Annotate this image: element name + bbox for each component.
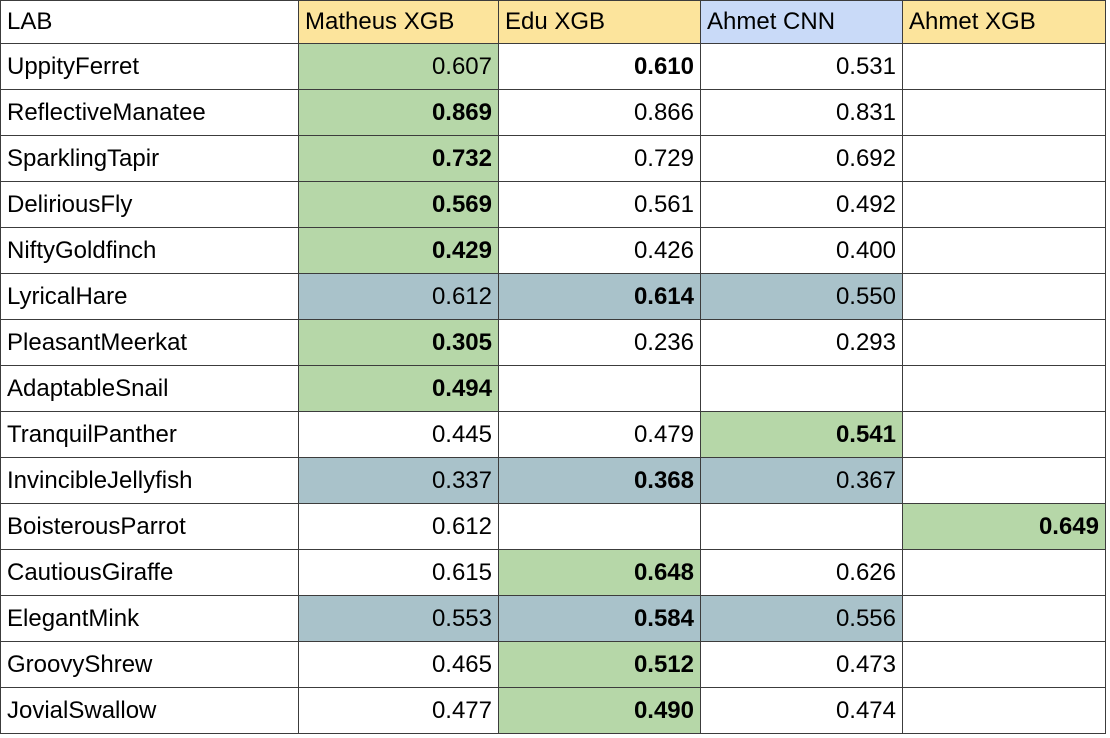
empty-cell — [498, 503, 701, 550]
data-row: DeliriousFly 0.569 0.561 0.492 — [0, 181, 1106, 228]
score-cell: 0.607 — [298, 43, 499, 90]
score-cell: 0.541 — [700, 411, 903, 458]
score-cell: 0.556 — [700, 595, 903, 642]
score-cell: 0.293 — [700, 319, 903, 366]
empty-cell — [902, 365, 1106, 412]
empty-cell — [902, 457, 1106, 504]
score-cell: 0.473 — [700, 641, 903, 688]
data-row: AdaptableSnail 0.494 — [0, 365, 1106, 412]
data-row: LyricalHare 0.612 0.614 0.550 — [0, 273, 1106, 320]
data-row: NiftyGoldfinch 0.429 0.426 0.400 — [0, 227, 1106, 274]
row-label: BoisterousParrot — [0, 503, 299, 550]
header-row: LAB Matheus XGB Edu XGB Ahmet CNN Ahmet XGB — [0, 0, 1106, 44]
score-cell: 0.866 — [498, 89, 701, 136]
row-label: GroovyShrew — [0, 641, 299, 688]
score-cell: 0.550 — [700, 273, 903, 320]
empty-cell — [902, 411, 1106, 458]
header-cell: Edu XGB — [498, 0, 701, 44]
row-label: TranquilPanther — [0, 411, 299, 458]
score-cell: 0.512 — [498, 641, 701, 688]
score-cell: 0.236 — [498, 319, 701, 366]
empty-cell — [902, 43, 1106, 90]
data-row: ReflectiveManatee 0.869 0.866 0.831 — [0, 89, 1106, 136]
score-cell: 0.831 — [700, 89, 903, 136]
score-cell: 0.479 — [498, 411, 701, 458]
score-cell: 0.561 — [498, 181, 701, 228]
score-cell: 0.615 — [298, 549, 499, 596]
row-label: PleasantMeerkat — [0, 319, 299, 366]
data-row: UppityFerret 0.607 0.610 0.531 — [0, 43, 1106, 90]
row-label: UppityFerret — [0, 43, 299, 90]
score-cell: 0.729 — [498, 135, 701, 182]
score-cell: 0.732 — [298, 135, 499, 182]
empty-cell — [498, 365, 701, 412]
empty-cell — [902, 549, 1106, 596]
empty-cell — [902, 641, 1106, 688]
score-cell: 0.584 — [498, 595, 701, 642]
score-cell: 0.553 — [298, 595, 499, 642]
header-cell: Ahmet CNN — [700, 0, 903, 44]
score-cell: 0.494 — [298, 365, 499, 412]
header-cell: Ahmet XGB — [902, 0, 1106, 44]
score-cell: 0.869 — [298, 89, 499, 136]
score-cell: 0.531 — [700, 43, 903, 90]
score-cell: 0.465 — [298, 641, 499, 688]
score-cell: 0.474 — [700, 687, 903, 734]
empty-cell — [902, 595, 1106, 642]
row-label: AdaptableSnail — [0, 365, 299, 412]
row-label: SparklingTapir — [0, 135, 299, 182]
empty-cell — [902, 135, 1106, 182]
data-row: TranquilPanther 0.445 0.479 0.541 — [0, 411, 1106, 458]
data-row: CautiousGiraffe 0.615 0.648 0.626 — [0, 549, 1106, 596]
data-row: BoisterousParrot 0.612 0.649 — [0, 503, 1106, 550]
score-cell: 0.305 — [298, 319, 499, 366]
data-row: PleasantMeerkat 0.305 0.236 0.293 — [0, 319, 1106, 366]
empty-cell — [902, 181, 1106, 228]
score-cell: 0.649 — [902, 503, 1106, 550]
row-label: InvincibleJellyfish — [0, 457, 299, 504]
row-label: ElegantMink — [0, 595, 299, 642]
score-cell: 0.490 — [498, 687, 701, 734]
row-label: JovialSwallow — [0, 687, 299, 734]
score-cell: 0.367 — [700, 457, 903, 504]
data-row: SparklingTapir 0.732 0.729 0.692 — [0, 135, 1106, 182]
data-row: GroovyShrew 0.465 0.512 0.473 — [0, 641, 1106, 688]
score-cell: 0.610 — [498, 43, 701, 90]
score-cell: 0.569 — [298, 181, 499, 228]
score-cell: 0.614 — [498, 273, 701, 320]
data-row: ElegantMink 0.553 0.584 0.556 — [0, 595, 1106, 642]
empty-cell — [902, 227, 1106, 274]
score-cell: 0.692 — [700, 135, 903, 182]
score-cell: 0.429 — [298, 227, 499, 274]
empty-cell — [700, 503, 903, 550]
score-cell: 0.426 — [498, 227, 701, 274]
score-cell: 0.400 — [700, 227, 903, 274]
empty-cell — [902, 273, 1106, 320]
row-label: LyricalHare — [0, 273, 299, 320]
row-label: ReflectiveManatee — [0, 89, 299, 136]
row-label: DeliriousFly — [0, 181, 299, 228]
header-cell: Matheus XGB — [298, 0, 499, 44]
header-cell: LAB — [0, 0, 299, 44]
empty-cell — [902, 319, 1106, 366]
score-cell: 0.612 — [298, 503, 499, 550]
score-cell: 0.477 — [298, 687, 499, 734]
data-row: InvincibleJellyfish 0.337 0.368 0.367 — [0, 457, 1106, 504]
data-row: JovialSwallow 0.477 0.490 0.474 — [0, 687, 1106, 734]
score-cell: 0.612 — [298, 273, 499, 320]
score-cell: 0.337 — [298, 457, 499, 504]
row-label: NiftyGoldfinch — [0, 227, 299, 274]
empty-cell — [700, 365, 903, 412]
score-cell: 0.626 — [700, 549, 903, 596]
score-cell: 0.648 — [498, 549, 701, 596]
score-cell: 0.445 — [298, 411, 499, 458]
empty-cell — [902, 89, 1106, 136]
row-label: CautiousGiraffe — [0, 549, 299, 596]
score-cell: 0.492 — [700, 181, 903, 228]
score-cell: 0.368 — [498, 457, 701, 504]
empty-cell — [902, 687, 1106, 734]
